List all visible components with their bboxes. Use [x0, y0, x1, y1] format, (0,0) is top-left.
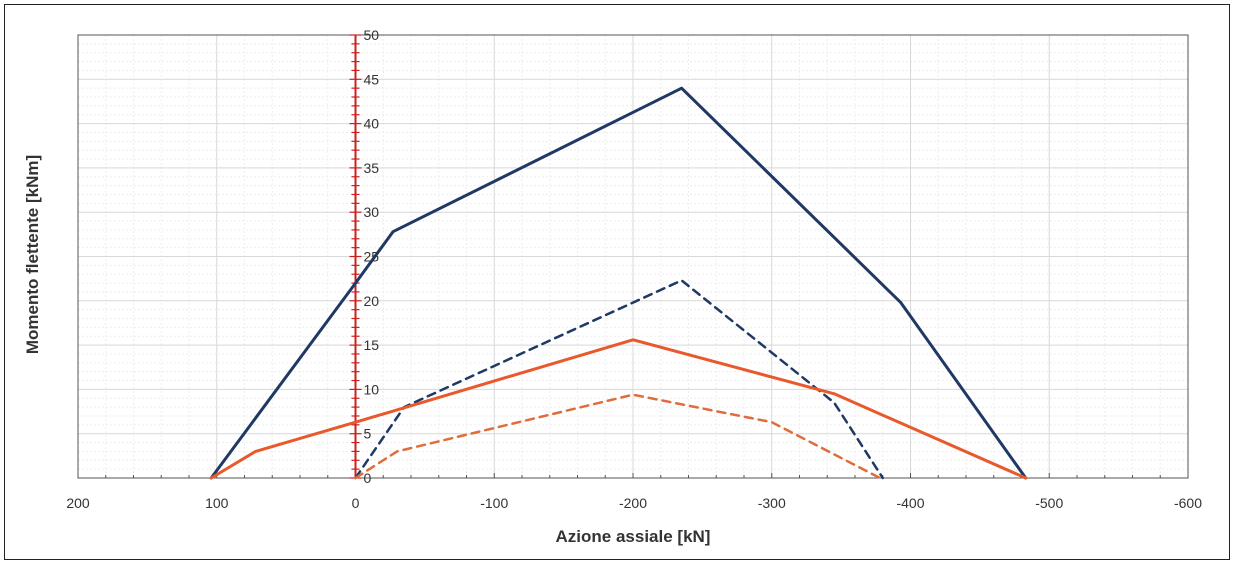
- x-tick-labels: 200 100 0 -100 -200 -300 -400 -500 -600: [66, 495, 1202, 511]
- chart-frame: [4, 4, 1230, 560]
- series-line-4: [354, 393, 882, 480]
- y-tick-label: 5: [364, 426, 372, 442]
- y-tick-label: 50: [364, 27, 380, 43]
- x-tick-label: -400: [896, 495, 924, 511]
- y-tick-label: 45: [364, 71, 380, 87]
- y-tick-label: 10: [364, 381, 380, 397]
- y-tick-label: 25: [364, 249, 380, 265]
- series-line-2: [354, 279, 885, 480]
- series-line-1: [209, 86, 1028, 480]
- y-tick-label: 20: [364, 293, 380, 309]
- y-tick-label: 15: [364, 337, 380, 353]
- x-tick-label: -600: [1174, 495, 1202, 511]
- y-tick-label: 40: [364, 116, 380, 132]
- y-tick-label: 35: [364, 160, 380, 176]
- x-tick-label: 100: [205, 495, 229, 511]
- x-tick-label: -300: [758, 495, 786, 511]
- x-axis-title: Azione assiale [kN]: [556, 527, 711, 546]
- x-tick-label: 0: [352, 495, 360, 511]
- x-tick-label: 200: [66, 495, 90, 511]
- series-group: [209, 86, 1028, 480]
- y-tick-labels: 0 5 10 15 20 25 30 35 40 45 50: [364, 27, 380, 486]
- y-tick-label: 0: [364, 470, 372, 486]
- x-tick-label: -200: [619, 495, 647, 511]
- series-line-3: [209, 338, 1028, 480]
- x-tick-label: -500: [1035, 495, 1063, 511]
- y-tick-label: 30: [364, 204, 380, 220]
- x-tick-label: -100: [480, 495, 508, 511]
- y-axis-red: [77, 34, 1189, 479]
- y-axis-title: Momento flettente [kNm]: [23, 155, 42, 354]
